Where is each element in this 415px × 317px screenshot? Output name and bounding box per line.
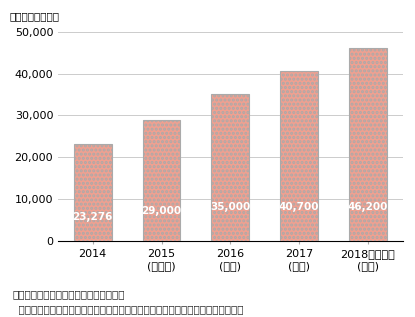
Bar xyxy=(143,120,181,241)
Bar xyxy=(349,48,387,241)
Text: （単位：百万円）: （単位：百万円） xyxy=(10,11,60,21)
Text: 40,700: 40,700 xyxy=(279,203,320,212)
Text: 29,000: 29,000 xyxy=(142,206,182,216)
Text: 35,000: 35,000 xyxy=(210,203,250,212)
Bar xyxy=(74,144,112,241)
Bar xyxy=(211,94,249,241)
Text: 46,200: 46,200 xyxy=(348,203,388,212)
Text: 注１）サービス提供事業者売上高ベース: 注１）サービス提供事業者売上高ベース xyxy=(12,289,125,300)
Text: 23,276: 23,276 xyxy=(73,211,113,222)
Text: ２）２０１５年度は見込値、２０１６年度以降は予測値（２０１５年７月現在）: ２）２０１５年度は見込値、２０１６年度以降は予測値（２０１５年７月現在） xyxy=(12,304,244,314)
Bar xyxy=(280,71,318,241)
